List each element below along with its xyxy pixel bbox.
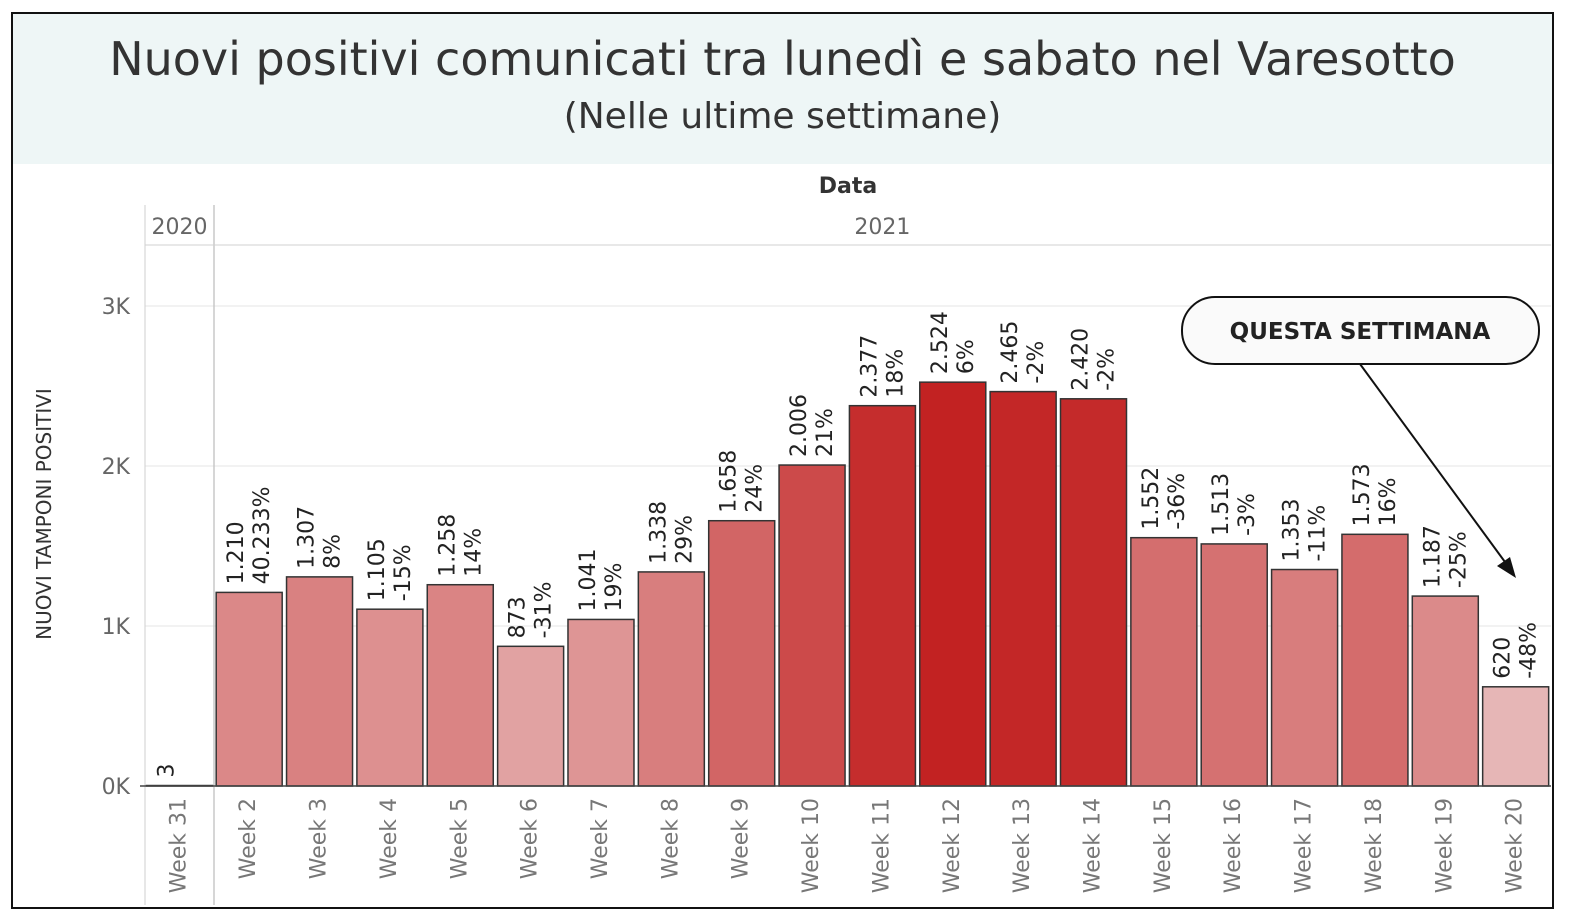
x-tick-label: Week 10 — [799, 798, 824, 893]
bar — [848, 404, 917, 787]
x-tick-label: Week 19 — [1432, 798, 1457, 893]
x-tick-label: Week 3 — [307, 798, 332, 879]
data-label-value: 620 — [1491, 637, 1516, 679]
year-label: 2020 — [152, 215, 208, 240]
x-tick-label: Week 2 — [236, 798, 261, 879]
bar — [1270, 568, 1339, 787]
bar — [1481, 686, 1550, 787]
bar — [919, 381, 987, 787]
x-tick-label: Week 18 — [1362, 798, 1387, 893]
data-label-value: 3 — [155, 764, 180, 778]
x-tick-label: Week 5 — [447, 798, 472, 879]
data-label-value: 1.513 — [1209, 473, 1234, 536]
x-tick-label: Week 17 — [1292, 798, 1317, 893]
data-label-value: 1.338 — [646, 501, 671, 564]
x-tick-label: Week 20 — [1503, 798, 1528, 893]
data-label-pct: 16% — [1376, 477, 1401, 526]
data-label-pct: 14% — [461, 528, 486, 577]
data-label-pct: 8% — [321, 534, 346, 569]
x-tick-label: Week 11 — [869, 798, 894, 893]
bar — [567, 618, 635, 787]
data-label-pct: 24% — [743, 464, 768, 513]
data-label-value: 873 — [506, 596, 531, 638]
callout-arrow-head — [1497, 557, 1516, 578]
bar — [1341, 533, 1409, 787]
data-label-value: 1.573 — [1350, 463, 1375, 526]
bar — [1411, 595, 1480, 787]
x-tick-label: Week 9 — [729, 798, 754, 879]
data-label-pct: -2% — [1024, 341, 1049, 384]
data-label-value: 1.187 — [1420, 525, 1445, 588]
bar — [496, 645, 565, 787]
bar — [989, 390, 1057, 787]
data-label-value: 1.552 — [1139, 467, 1164, 530]
x-tick-label: Week 15 — [1151, 798, 1176, 893]
x-tick-label: Week 6 — [518, 798, 543, 879]
data-label-value: 1.258 — [435, 514, 460, 577]
data-label-pct: -2% — [1095, 348, 1120, 391]
y-axis-title: NUOVI TAMPONI POSITIVI — [32, 388, 56, 640]
data-label-value: 1.353 — [1280, 499, 1305, 562]
y-tick-label: 1K — [102, 615, 131, 640]
bar — [426, 583, 495, 787]
bar — [285, 576, 354, 787]
y-tick-label: 3K — [102, 295, 131, 320]
data-label-pct: -31% — [532, 581, 557, 638]
data-label-value: 2.377 — [857, 335, 882, 398]
data-label-pct: 19% — [602, 563, 627, 612]
bar — [707, 519, 776, 787]
data-label-pct: 18% — [883, 349, 908, 398]
chart-header: Nuovi positivi comunicati tra lunedì e s… — [13, 14, 1552, 164]
data-label-value: 1.307 — [295, 506, 320, 569]
data-label-pct: -15% — [391, 544, 416, 601]
x-tick-label: Week 7 — [588, 798, 613, 879]
data-label-value: 2.465 — [998, 321, 1023, 384]
y-tick-label: 0K — [102, 775, 131, 800]
x-tick-label: Week 13 — [1010, 798, 1035, 893]
data-label-value: 2.006 — [787, 394, 812, 457]
x-tick-label: Week 14 — [1081, 798, 1106, 893]
x-tick-label: Week 16 — [1221, 798, 1246, 893]
bar — [1130, 536, 1198, 787]
x-tick-label: Week 4 — [377, 798, 402, 879]
bar — [1059, 398, 1128, 787]
data-label-value: 2.524 — [928, 311, 953, 374]
data-label-pct: -36% — [1165, 473, 1190, 530]
data-label-pct: -11% — [1306, 505, 1331, 562]
chart-title: Nuovi positivi comunicati tra lunedì e s… — [109, 32, 1456, 86]
data-label-pct: 29% — [672, 515, 697, 564]
chart-subtitle: (Nelle ultime settimane) — [563, 96, 1002, 137]
data-label-pct: -25% — [1446, 531, 1471, 588]
data-label-pct: 40.233% — [250, 487, 275, 585]
y-tick-label: 2K — [102, 455, 131, 480]
callout-arrow-line — [1359, 363, 1506, 563]
callout-label: QUESTA SETTIMANA — [1230, 319, 1491, 345]
bar — [637, 571, 706, 787]
x-tick-label: Week 31 — [167, 798, 192, 893]
bar — [356, 608, 424, 787]
x-tick-label: Week 8 — [658, 798, 683, 879]
bar — [778, 464, 846, 787]
data-label-value: 2.420 — [1069, 328, 1094, 391]
data-label-pct: 6% — [954, 339, 979, 374]
x-tick-label: Week 12 — [940, 798, 965, 893]
data-label-value: 1.658 — [717, 450, 742, 513]
data-label-pct: -3% — [1235, 493, 1260, 536]
year-label: 2021 — [854, 215, 910, 240]
data-label-pct: -48% — [1517, 622, 1542, 679]
column-header: Data — [819, 174, 877, 199]
data-label-value: 1.041 — [576, 548, 601, 611]
bar — [1200, 543, 1268, 787]
bar — [215, 591, 283, 787]
data-label-pct: 21% — [813, 408, 838, 457]
data-label-value: 1.210 — [224, 521, 249, 584]
data-label-value: 1.105 — [365, 538, 390, 601]
